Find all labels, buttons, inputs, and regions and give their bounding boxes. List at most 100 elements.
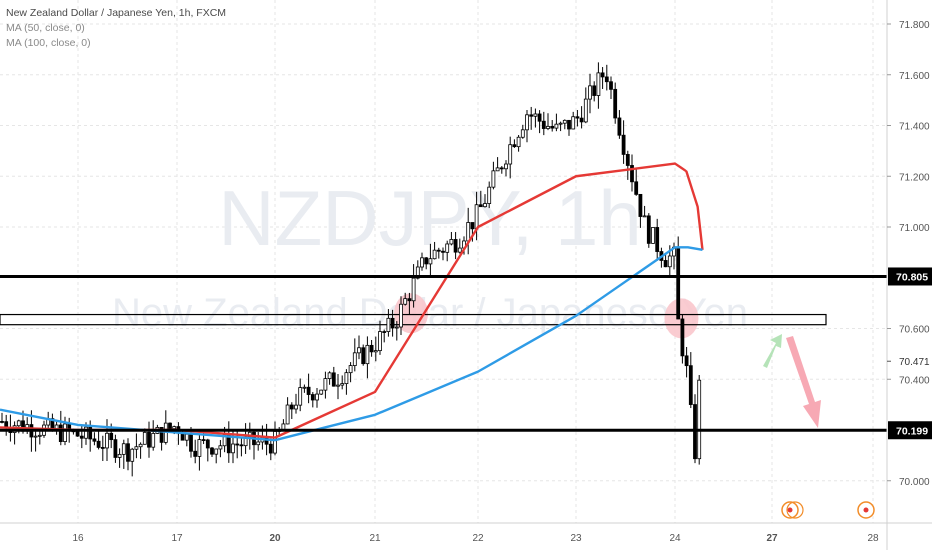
candle-up [399,303,403,328]
candle-down [537,113,542,122]
candle-up [302,386,307,389]
time-axis-labels: 16 17 20 21 22 23 24 27 28 [72,533,879,544]
y-tick-label: 71.800 [899,20,930,31]
candle-up [516,136,521,148]
candle-down [331,372,336,387]
candle-down [390,317,395,329]
candle-down [630,165,634,183]
candle-up [554,123,559,129]
candle-up [16,420,21,427]
candle-up [491,170,496,188]
candle-down [441,250,445,253]
candle-down [567,119,571,130]
level-price-tag [888,421,932,440]
candle-up [184,433,189,441]
y-tick-label: 71.200 [899,172,930,183]
candle-down [58,424,63,442]
ma50-legend-label: MA (50, close, 0) [6,22,85,34]
candle-down [96,440,101,448]
candle-down [306,386,311,395]
price-axis-labels: 71.800 71.600 71.400 71.200 71.000 70.600 70.4… [887,20,932,488]
candle-down [100,447,105,449]
candle-up [172,426,177,430]
candle-up [583,98,588,123]
highlight-circle [664,298,699,339]
event-marker-icon[interactable] [786,501,804,519]
candle-down [159,427,164,443]
candle-down [147,431,151,448]
candle-up [386,317,391,332]
resistance-zone-rect[interactable] [0,313,827,326]
candle-up [197,439,202,457]
candle-up [222,434,227,447]
x-tick-label: 22 [472,533,484,544]
candle-up [487,186,492,204]
x-tick-label: 20 [269,533,281,544]
candle-down [684,355,689,367]
candle-up [697,379,702,460]
up-arrow-icon [763,334,782,368]
candle-up [365,344,370,365]
event-marker-dot [863,507,869,513]
candle-down [621,134,626,155]
candle-down [676,246,681,320]
candle-up [256,441,261,446]
candle-up [533,113,538,117]
candle-down [617,117,622,136]
candle-down [688,365,693,405]
candle-down [193,450,198,457]
candle-up [504,163,508,170]
candle-up [327,372,332,380]
candle-up [546,126,550,129]
candle-up [571,116,576,130]
candles-group [0,62,702,477]
candle-up [117,453,122,458]
level-price-tag [888,267,932,286]
candle-up [432,249,437,260]
levels-group[interactable] [0,274,887,432]
candle-down [126,443,130,462]
chart-legend: New Zealand Dollar / Japanese Yen, 1h, F… [6,6,226,51]
event-markers-group[interactable] [781,501,875,519]
candle-down [638,193,643,217]
resistance-zone-group[interactable] [0,313,827,326]
candle-down [655,227,660,252]
candle-down [579,117,584,123]
watermark-name: New Zealand Dollar / Japanese Yen [112,291,748,335]
candle-up [394,326,399,329]
candle-up [445,243,450,253]
candle-up [315,393,319,401]
candle-up [63,423,67,442]
down-arrow-icon [786,336,821,428]
candle-down [109,432,114,441]
candle-up [344,372,349,385]
y-tick-label: 70.400 [899,375,930,386]
candle-up [84,426,88,439]
candle-up [428,258,433,265]
candle-up [105,432,109,449]
candle-down [382,331,387,333]
candle-up [483,203,487,208]
candle-down [205,439,210,449]
candle-down [499,167,504,170]
candle-down [529,114,534,117]
x-tick-label: 23 [570,533,582,544]
candle-up [403,298,408,305]
candle-down [613,88,618,119]
candle-down [512,144,517,148]
candle-up [340,383,345,386]
instrument-title: New Zealand Dollar / Japanese Yen, 1h, F… [6,7,227,19]
last-price-label: 70.471 [899,357,930,368]
y-tick-label: 71.400 [899,122,930,133]
candle-up [336,384,340,387]
candle-up [449,239,454,245]
candle-up [420,257,424,268]
candle-down [289,404,294,410]
candle-down [210,447,214,455]
candle-down [646,215,651,244]
candle-up [651,227,655,244]
candle-down [268,443,273,454]
candle-up [525,114,529,131]
candle-up [214,448,219,455]
